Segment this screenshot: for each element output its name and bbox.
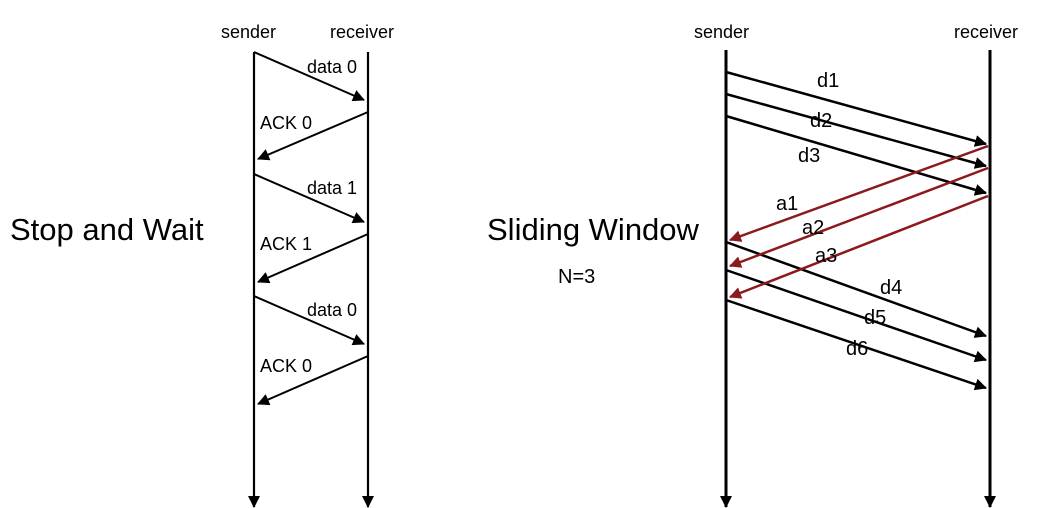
- left-receiver-label: receiver: [330, 22, 394, 42]
- window-size-label: N=3: [558, 266, 595, 288]
- message-arrow: [253, 51, 365, 102]
- ack-arrow-a3: [729, 194, 989, 299]
- data-arrow-d6: [725, 298, 987, 391]
- message-arrow: [257, 111, 369, 161]
- right-sender-label: sender: [694, 22, 749, 42]
- message-label: data 1: [307, 178, 357, 198]
- ack-arrow-a1: [729, 144, 989, 242]
- message-label: ACK 1: [260, 234, 312, 254]
- data-label-d2: d2: [810, 110, 832, 132]
- message-label: ACK 0: [260, 356, 312, 376]
- message-arrow: [253, 295, 365, 346]
- ack-label-a2: a2: [802, 217, 824, 239]
- stop-and-wait-title: Stop and Wait: [10, 212, 204, 247]
- data-arrow-d3: [725, 114, 987, 196]
- left-sender-label: sender: [221, 22, 276, 42]
- data-arrow-d2: [725, 92, 987, 169]
- ack-label-a1: a1: [776, 193, 798, 215]
- data-label-d4: d4: [880, 277, 902, 299]
- ack-label-a3: a3: [815, 245, 837, 267]
- data-label-d3: d3: [798, 145, 820, 167]
- data-label-d6: d6: [846, 338, 868, 360]
- data-label-d1: d1: [817, 70, 839, 92]
- message-label: data 0: [307, 57, 357, 77]
- sliding-window-title: Sliding Window: [487, 212, 700, 247]
- message-arrow: [253, 173, 365, 224]
- ack-arrow-a2: [729, 166, 989, 268]
- message-label: data 0: [307, 300, 357, 320]
- right-receiver-label: receiver: [954, 22, 1018, 42]
- data-arrow-d5: [725, 268, 987, 363]
- data-arrow-d4: [725, 240, 987, 338]
- message-arrow: [257, 355, 369, 406]
- stop-and-wait-diagram: Stop and Wait sender receiver data 0 ACK…: [10, 22, 394, 508]
- message-label: ACK 0: [260, 113, 312, 133]
- message-arrow: [257, 233, 369, 284]
- sliding-window-diagram: Sliding Window N=3 sender receiver d1 d2…: [487, 22, 1018, 508]
- data-label-d5: d5: [864, 307, 886, 329]
- data-arrow-d1: [725, 70, 987, 147]
